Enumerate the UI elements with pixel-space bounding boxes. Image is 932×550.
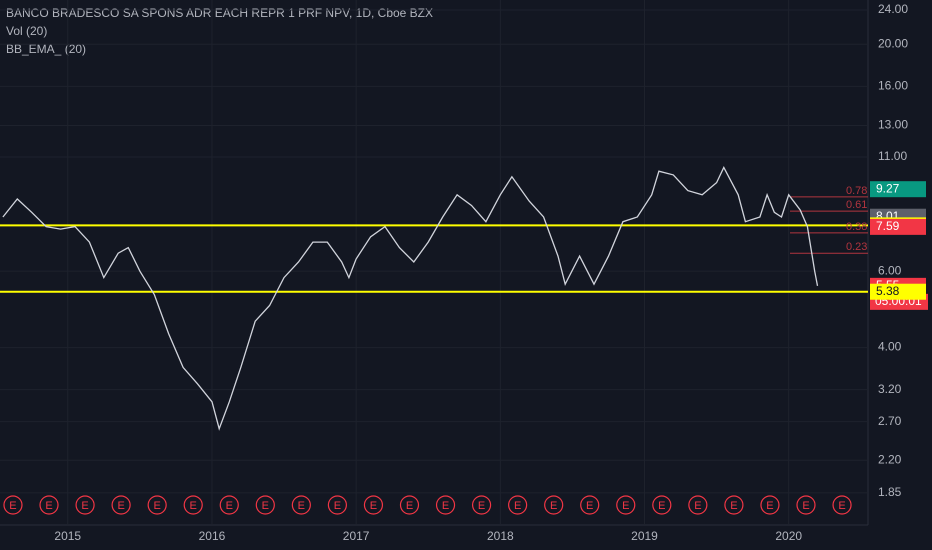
earnings-label: E bbox=[838, 500, 845, 512]
earnings-marker bbox=[363, 495, 384, 515]
y-tick-label: 11.00 bbox=[878, 149, 907, 163]
earnings-marker bbox=[544, 495, 564, 515]
earnings-label: E bbox=[406, 500, 413, 512]
y-tick-label: 16.00 bbox=[878, 79, 908, 93]
price-label: 9.27 bbox=[876, 181, 900, 195]
earnings-label: E bbox=[117, 500, 124, 512]
earnings-label: E bbox=[622, 500, 629, 512]
earnings-marker bbox=[724, 495, 744, 515]
earnings-label: E bbox=[766, 500, 773, 512]
price-line bbox=[2, 166, 819, 431]
price-label: 7.59 bbox=[876, 219, 900, 233]
earnings-label: E bbox=[658, 500, 665, 512]
earnings-label: E bbox=[226, 500, 233, 512]
earnings-marker bbox=[580, 495, 600, 515]
earnings-marker bbox=[255, 495, 275, 515]
earnings-marker bbox=[616, 495, 636, 515]
earnings-marker bbox=[219, 495, 239, 515]
earnings-label: E bbox=[802, 500, 809, 512]
y-tick-label: 4.00 bbox=[878, 340, 902, 354]
earnings-marker bbox=[796, 495, 816, 515]
y-tick-label: 1.85 bbox=[878, 485, 902, 499]
earnings-label: E bbox=[153, 500, 160, 512]
earnings-marker bbox=[688, 495, 708, 515]
earnings-label: E bbox=[478, 500, 485, 512]
price-label: 5.38 bbox=[876, 284, 900, 298]
earnings-marker bbox=[291, 495, 311, 515]
earnings-label: E bbox=[514, 500, 521, 512]
price-label-box bbox=[870, 181, 926, 198]
earnings-marker bbox=[3, 495, 23, 515]
indicator-label: Vol (20) bbox=[6, 24, 47, 38]
y-tick-label: 6.00 bbox=[878, 263, 902, 277]
earnings-label: E bbox=[45, 500, 52, 512]
earnings-marker bbox=[183, 495, 203, 515]
x-tick-label: 2016 bbox=[199, 529, 226, 543]
y-tick-label: 20.00 bbox=[878, 36, 908, 50]
fib-label: 0.23 bbox=[846, 241, 867, 253]
x-tick-label: 2020 bbox=[775, 529, 802, 543]
price-label-box bbox=[870, 218, 926, 235]
chart-title: BANCO BRADESCO SA SPONS ADR EACH REPR 1 … bbox=[6, 6, 433, 20]
earnings-marker bbox=[39, 495, 59, 515]
earnings-label: E bbox=[334, 500, 341, 512]
earnings-marker bbox=[75, 495, 95, 515]
earnings-label: E bbox=[694, 500, 701, 512]
y-tick-label: 3.20 bbox=[878, 382, 902, 396]
earnings-label: E bbox=[370, 500, 377, 512]
earnings-marker bbox=[652, 495, 672, 515]
indicator-label: BB_EMA_ (20) bbox=[6, 42, 86, 56]
y-tick-label: 2.70 bbox=[878, 414, 902, 428]
earnings-marker bbox=[399, 495, 420, 515]
price-label-box bbox=[870, 283, 926, 300]
earnings-label: E bbox=[730, 500, 737, 512]
earnings-label: E bbox=[81, 500, 88, 512]
y-tick-label: 2.20 bbox=[878, 452, 902, 466]
y-tick-label: 13.00 bbox=[878, 118, 908, 132]
earnings-label: E bbox=[298, 500, 305, 512]
earnings-marker bbox=[508, 495, 528, 515]
earnings-label: E bbox=[586, 500, 593, 512]
earnings-marker bbox=[147, 495, 167, 515]
fib-label: 0.38 bbox=[846, 221, 867, 233]
earnings-label: E bbox=[190, 500, 197, 512]
earnings-marker bbox=[111, 495, 131, 515]
x-tick-label: 2015 bbox=[54, 529, 81, 543]
x-tick-label: 2019 bbox=[631, 529, 658, 543]
x-tick-label: 2018 bbox=[487, 529, 514, 543]
fib-label: 0.61 bbox=[846, 199, 867, 211]
earnings-marker bbox=[435, 495, 456, 515]
fib-label: 0.78 bbox=[846, 185, 867, 197]
y-tick-label: 24.00 bbox=[878, 2, 908, 16]
x-tick-label: 2017 bbox=[343, 529, 370, 543]
earnings-marker bbox=[760, 495, 780, 515]
earnings-marker bbox=[471, 495, 492, 515]
earnings-marker bbox=[327, 495, 347, 515]
earnings-marker bbox=[832, 495, 852, 515]
earnings-label: E bbox=[9, 500, 16, 512]
earnings-label: E bbox=[550, 500, 557, 512]
earnings-label: E bbox=[442, 500, 449, 512]
earnings-label: E bbox=[262, 500, 269, 512]
